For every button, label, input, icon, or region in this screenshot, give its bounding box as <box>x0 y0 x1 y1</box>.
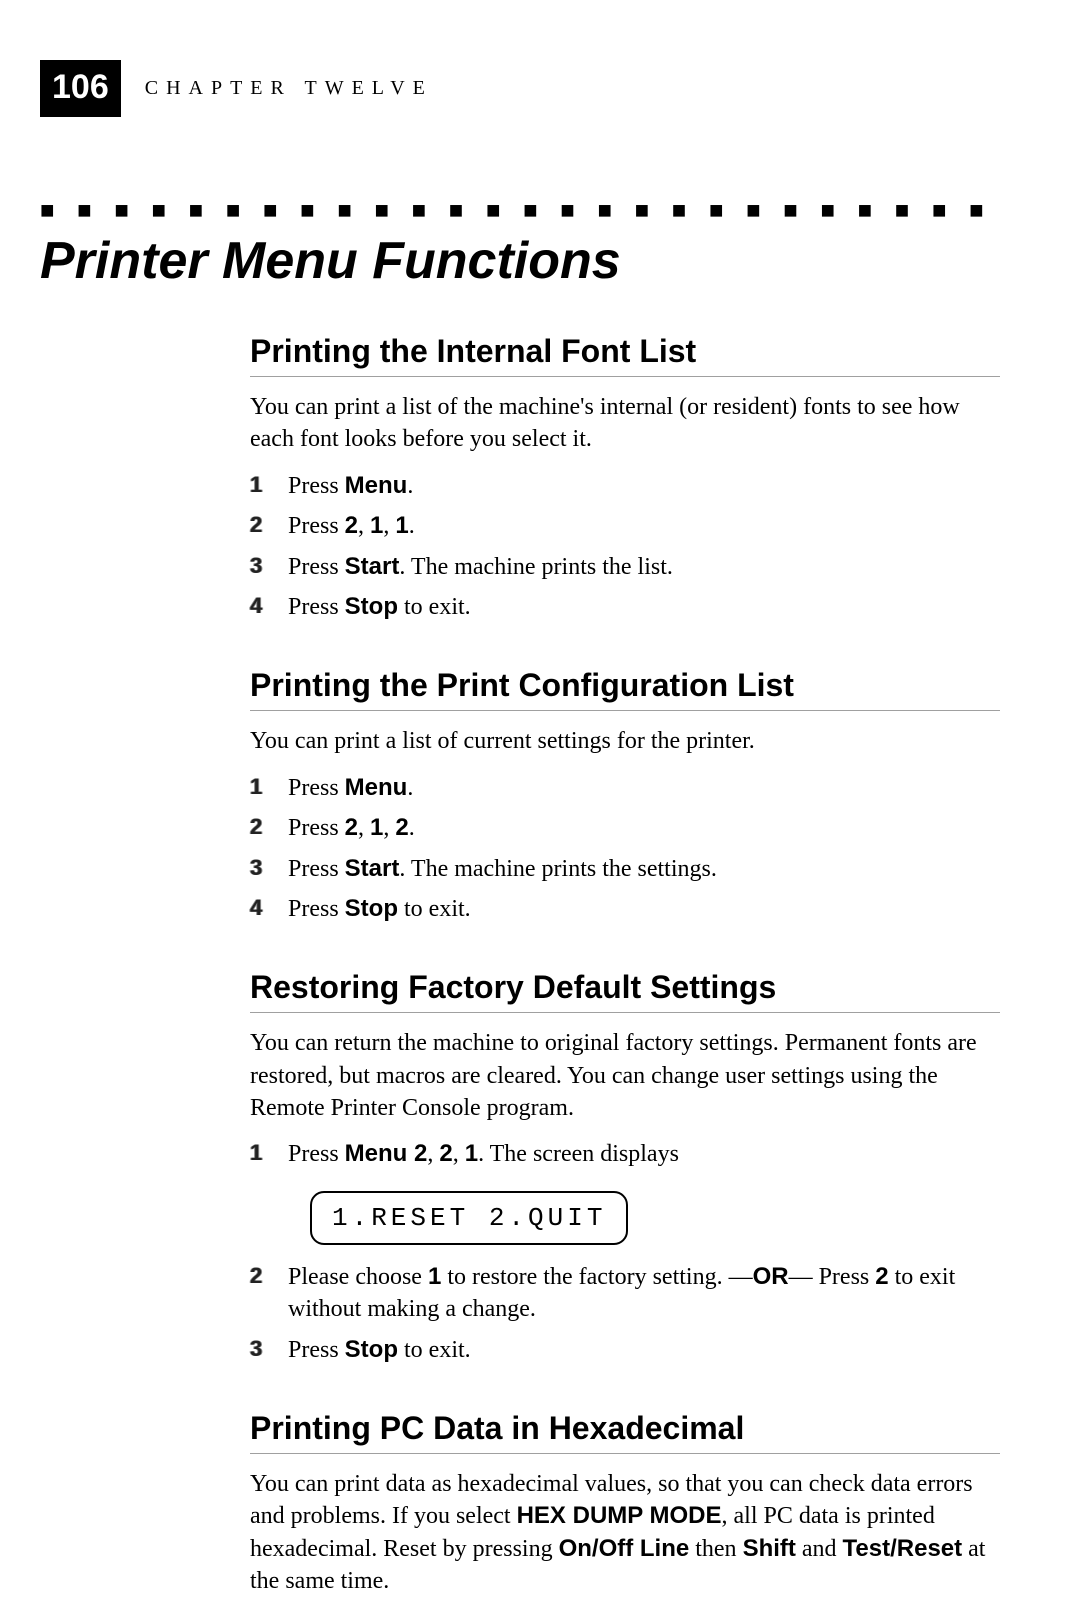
step-number: 1 <box>250 470 288 500</box>
step-item: 3 Press Stop to exit. <box>250 1334 1000 1366</box>
dotted-separator: ■ ■ ■ ■ ■ ■ ■ ■ ■ ■ ■ ■ ■ ■ ■ ■ ■ ■ ■ ■ … <box>40 197 1000 225</box>
section-hex: Printing PC Data in Hexadecimal You can … <box>250 1410 1000 1598</box>
step-item: 2 Please choose 1 to restore the factory… <box>250 1261 1000 1326</box>
section-title: Restoring Factory Default Settings <box>250 969 1000 1013</box>
step-number: 1 <box>250 1138 288 1168</box>
step-list: 1 Press Menu 2, 2, 1. The screen display… <box>250 1138 1000 1170</box>
step-text: Press Stop to exit. <box>288 591 471 623</box>
step-text: Please choose 1 to restore the factory s… <box>288 1261 1000 1326</box>
section-intro: You can print data as hexadecimal values… <box>250 1468 1000 1598</box>
page-number: 106 <box>40 60 121 117</box>
step-item: 1 Press Menu. <box>250 772 1000 804</box>
step-text: Press Stop to exit. <box>288 893 471 925</box>
step-item: 4 Press Stop to exit. <box>250 893 1000 925</box>
step-number: 3 <box>250 853 288 883</box>
section-title: Printing the Internal Font List <box>250 333 1000 377</box>
step-number: 3 <box>250 1334 288 1364</box>
lcd-display: 1.RESET 2.QUIT <box>310 1191 628 1245</box>
step-text: Press 2, 1, 2. <box>288 812 415 844</box>
step-item: 2 Press 2, 1, 2. <box>250 812 1000 844</box>
step-text: Press Menu 2, 2, 1. The screen displays <box>288 1138 679 1170</box>
section-intro: You can print a list of current settings… <box>250 725 1000 757</box>
page-title: Printer Menu Functions <box>40 231 1000 291</box>
step-item: 3 Press Start. The machine prints the li… <box>250 551 1000 583</box>
step-item: 1 Press Menu. <box>250 470 1000 502</box>
section-intro: You can return the machine to original f… <box>250 1027 1000 1124</box>
step-item: 4 Press Stop to exit. <box>250 591 1000 623</box>
section-intro: You can print a list of the machine's in… <box>250 391 1000 456</box>
step-text: Press Stop to exit. <box>288 1334 471 1366</box>
step-list: 1 Press Menu. 2 Press 2, 1, 1. 3 Press S… <box>250 470 1000 624</box>
step-number: 1 <box>250 772 288 802</box>
step-text: Press Menu. <box>288 470 413 502</box>
section-config-list: Printing the Print Configuration List Yo… <box>250 667 1000 925</box>
step-number: 2 <box>250 510 288 540</box>
step-text: Press 2, 1, 1. <box>288 510 415 542</box>
page-header: 106 CHAPTER TWELVE <box>40 60 1000 117</box>
step-item: 3 Press Start. The machine prints the se… <box>250 853 1000 885</box>
step-list: 2 Please choose 1 to restore the factory… <box>250 1261 1000 1366</box>
step-item: 1 Press Menu 2, 2, 1. The screen display… <box>250 1138 1000 1170</box>
section-title: Printing the Print Configuration List <box>250 667 1000 711</box>
step-number: 3 <box>250 551 288 581</box>
section-font-list: Printing the Internal Font List You can … <box>250 333 1000 623</box>
step-item: 2 Press 2, 1, 1. <box>250 510 1000 542</box>
step-number: 4 <box>250 893 288 923</box>
step-text: Press Start. The machine prints the sett… <box>288 853 717 885</box>
step-list: 1 Press Menu. 2 Press 2, 1, 2. 3 Press S… <box>250 772 1000 926</box>
step-text: Press Start. The machine prints the list… <box>288 551 673 583</box>
section-factory-reset: Restoring Factory Default Settings You c… <box>250 969 1000 1366</box>
chapter-label: CHAPTER TWELVE <box>145 77 433 100</box>
step-number: 2 <box>250 1261 288 1291</box>
step-number: 4 <box>250 591 288 621</box>
step-text: Press Menu. <box>288 772 413 804</box>
content-area: Printing the Internal Font List You can … <box>250 333 1000 1598</box>
section-title: Printing PC Data in Hexadecimal <box>250 1410 1000 1454</box>
step-number: 2 <box>250 812 288 842</box>
